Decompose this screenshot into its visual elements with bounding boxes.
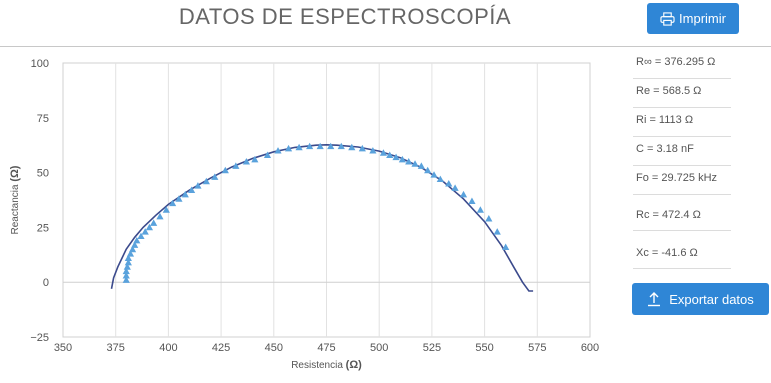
x-tick-label: 375 [107,342,125,354]
export-data-button[interactable]: Exportar datos [632,283,769,315]
data-point-marker [445,179,453,187]
data-point-marker [169,199,177,207]
data-point-marker [295,143,303,151]
page-title: DATOS DE ESPECTROSCOPÍA [178,4,512,29]
y-axis-label: Reactancia (Ω) [9,165,21,234]
param-re: Re = 568.5 Ω [633,79,731,108]
data-point-marker [459,190,468,198]
data-point-marker [398,155,406,163]
data-point-marker [145,223,154,231]
data-point-marker [122,272,130,279]
y-tick-label: 50 [37,168,49,180]
param-ri: Ri = 1113 Ω [633,108,731,137]
data-point-marker [284,144,293,152]
data-point-marker [137,232,145,240]
data-point-marker [221,166,229,174]
data-point-marker [211,173,219,180]
param-fo: Fo = 29.725 kHz [633,166,731,195]
data-point-marker [424,166,432,174]
data-point-marker [202,177,210,185]
param-r-infinity: R∞ = 376.295 Ω [633,50,731,79]
data-point-marker [124,258,132,266]
x-tick-label: 450 [265,342,283,354]
x-tick-label: 500 [370,342,388,354]
data-point-marker [162,206,170,213]
parameters-panel: R∞ = 376.295 Ω Re = 568.5 Ω Ri = 1113 Ω … [633,50,731,269]
param-c: C = 3.18 nF [633,137,731,166]
data-point-marker [476,206,484,213]
y-tick-label: 100 [31,58,49,70]
x-tick-label: 550 [475,342,493,354]
param-xc: Xc = -41.6 Ω [633,231,731,269]
data-point-marker [232,162,240,169]
fit-curve-line [110,143,534,292]
x-tick-label: 525 [423,342,441,354]
data-point-marker [263,151,272,158]
data-point-marker [327,142,335,150]
data-point-marker [485,215,493,222]
data-point-marker [274,147,282,154]
data-point-marker [386,151,394,158]
data-point-marker [124,254,132,261]
data-point-marker [493,228,501,235]
data-point-marker [131,241,139,248]
data-point-marker [133,236,141,244]
data-point-marker [175,195,183,202]
data-point-marker [122,276,130,283]
data-point-marker [392,153,400,161]
print-button-label: Imprimir [679,11,726,26]
data-point-marker [156,212,164,220]
y-tick-label: 0 [43,277,49,289]
data-point-marker [122,267,130,275]
param-rc: Rc = 472.4 Ω [633,195,731,231]
data-point-marker [251,155,259,163]
export-button-label: Exportar datos [669,291,754,307]
data-point-marker [128,245,137,253]
x-tick-label: 350 [54,342,72,354]
data-point-marker [369,147,377,154]
y-axis-unit: (Ω) [9,165,21,181]
data-point-marker [430,171,438,178]
data-point-marker [348,143,356,151]
data-point-marker [316,142,324,150]
print-button[interactable]: Imprimir [647,3,739,34]
x-tick-label: 400 [159,342,177,354]
upload-icon [648,292,661,307]
printer-icon [660,11,675,26]
x-axis-label: Resistencia (Ω) [291,359,362,371]
x-tick-label: 425 [212,342,230,354]
data-point-marker [451,184,459,191]
data-point-marker [306,142,314,150]
data-point-marker [379,149,388,156]
data-point-marker [358,144,366,152]
data-point-marker [123,263,131,270]
data-point-marker [194,182,202,189]
data-point-marker [411,160,419,167]
y-tick-label: −25 [30,332,49,344]
data-point-marker [150,219,158,226]
nyquist-chart: 350 375 400 425 450 475 500 525 550 575 600 −25 0 25 5… [9,58,599,371]
data-point-marker [187,186,196,194]
x-tick-label: 475 [317,342,335,354]
data-point-marker [242,158,250,165]
x-tick-label: 575 [528,342,546,354]
data-point-marker [141,228,149,235]
data-point-marker [502,243,510,251]
data-point-marker [405,158,413,165]
x-tick-label: 600 [581,342,599,354]
y-tick-label: 25 [37,222,49,234]
data-point-marker [337,142,345,150]
data-point-marker [181,190,189,198]
data-point-marker [126,250,135,257]
x-axis-unit: (Ω) [346,359,362,371]
y-tick-label: 75 [37,113,49,125]
data-point-marker [436,175,444,183]
data-point-marker [417,162,425,169]
data-point-marker [468,197,476,204]
header-divider [0,46,771,47]
